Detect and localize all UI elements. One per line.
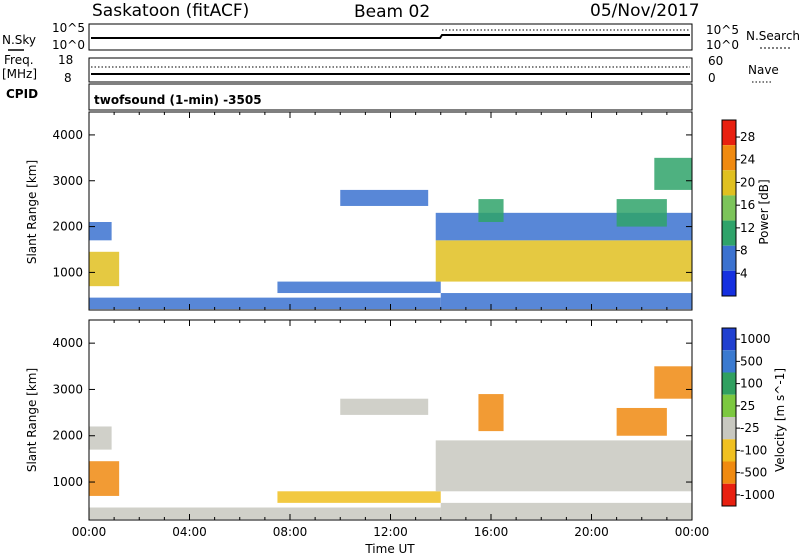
velocity-cbar-swatch bbox=[722, 483, 736, 506]
nave-label: Nave bbox=[748, 63, 779, 77]
power-cbar-swatch bbox=[722, 220, 736, 246]
cpid-label: CPID bbox=[6, 87, 38, 101]
ytick-label: 1000 bbox=[52, 475, 83, 489]
power-region-7 bbox=[478, 199, 504, 222]
cbar-tick-label: -100 bbox=[740, 443, 767, 457]
velocity-region-9 bbox=[440, 502, 692, 520]
cbar-tick-label: 1000 bbox=[740, 332, 771, 346]
cbar-tick-label: 25 bbox=[740, 399, 755, 413]
cbar-tick-label: -1000 bbox=[740, 488, 775, 502]
power-region-9 bbox=[654, 157, 692, 190]
velocity-cbar-swatch bbox=[722, 394, 736, 417]
nsky-trace bbox=[91, 34, 690, 39]
cbar-tick-label: 12 bbox=[740, 221, 755, 235]
velocity-cbar-swatch bbox=[722, 328, 736, 351]
cbar-tick-label: -500 bbox=[740, 466, 767, 480]
velocity-region-7 bbox=[616, 407, 667, 436]
power-cbar-swatch bbox=[722, 195, 736, 221]
ytick-label: 2000 bbox=[52, 220, 83, 234]
ytick-label: 3000 bbox=[52, 174, 83, 188]
date-title: 05/Nov/2017 bbox=[590, 1, 700, 21]
freq-panel bbox=[88, 57, 693, 83]
ytick-label: 4000 bbox=[52, 128, 83, 142]
beam-title: Beam 02 bbox=[354, 2, 430, 22]
nave-tick-top: 60 bbox=[708, 54, 723, 68]
power-cbar-swatch bbox=[722, 245, 736, 271]
nsearch-label: N.Search bbox=[746, 29, 800, 43]
cpid-panel bbox=[88, 83, 693, 111]
cbar-tick-label: 4 bbox=[740, 266, 748, 280]
velocity-region-0 bbox=[89, 461, 120, 496]
xtick-label: 00:00 bbox=[675, 525, 710, 539]
xtick-label: 12:00 bbox=[373, 525, 408, 539]
nsky-panel bbox=[88, 23, 693, 51]
cbar-tick-label: 28 bbox=[740, 130, 755, 144]
cbar-tick-label: -25 bbox=[740, 421, 760, 435]
power-panel: 1000 2000 3000 4000 4 8 12 16 20 24 28 bbox=[52, 111, 755, 311]
power-cbar-swatch bbox=[722, 145, 736, 171]
velocity-panel: 1000 2000 3000 4000 00:00 04:00 08:00 12:00 16:0… bbox=[52, 319, 775, 539]
velocity-region-2 bbox=[89, 507, 441, 520]
velocity-region-6 bbox=[478, 394, 504, 432]
xtick-label: 16:00 bbox=[474, 525, 509, 539]
velocity-cbar-swatch bbox=[722, 372, 736, 395]
power-region-10 bbox=[440, 293, 692, 310]
velocity-cbar-frame bbox=[721, 327, 737, 507]
velocity-ylabel: Slant Range [km] bbox=[25, 368, 39, 472]
velocity-region-4 bbox=[340, 398, 429, 415]
velocity-region-1 bbox=[89, 426, 112, 450]
velocity-region-3 bbox=[277, 491, 441, 503]
cbar-tick-label: 100 bbox=[740, 377, 763, 391]
ytick-label: 2000 bbox=[52, 429, 83, 443]
cbar-tick-label: 20 bbox=[740, 175, 755, 189]
power-region-5 bbox=[435, 240, 692, 282]
power-region-3 bbox=[277, 281, 441, 294]
nsky-tick-bottom-right: 10^0 bbox=[706, 38, 739, 52]
velocity-cbar-swatch bbox=[722, 461, 736, 484]
cbar-tick-label: 8 bbox=[740, 244, 748, 258]
nsky-tick-top: 10^5 bbox=[52, 21, 85, 35]
freq-tick-top: 18 bbox=[58, 53, 73, 67]
xtick-label: 04:00 bbox=[172, 525, 207, 539]
freq-label-1: Freq. bbox=[4, 53, 34, 67]
power-region-0 bbox=[89, 251, 120, 287]
power-cbar-label: Power [dB] bbox=[757, 179, 771, 244]
freq-tick-bottom: 8 bbox=[64, 71, 72, 85]
station-title: Saskatoon (fitACF) bbox=[92, 1, 249, 21]
cbar-tick-label: 24 bbox=[740, 153, 755, 167]
power-cbar-swatch bbox=[722, 270, 736, 296]
power-ylabel: Slant Range [km] bbox=[25, 160, 39, 264]
power-region-1 bbox=[89, 222, 112, 241]
power-region-8 bbox=[616, 199, 667, 227]
freq-label-2: [MHz] bbox=[2, 67, 37, 81]
ytick-label: 3000 bbox=[52, 382, 83, 396]
velocity-cbar-swatch bbox=[722, 417, 736, 440]
xtick-label: 20:00 bbox=[574, 525, 609, 539]
nave-tick-bottom: 0 bbox=[708, 71, 716, 85]
power-region-2 bbox=[89, 297, 441, 310]
velocity-region-5 bbox=[435, 440, 692, 492]
xlabel: Time UT bbox=[364, 542, 415, 554]
cbar-tick-label: 16 bbox=[740, 198, 755, 212]
xtick-label: 00:00 bbox=[72, 525, 107, 539]
nsky-tick-bottom: 10^0 bbox=[52, 38, 85, 52]
power-cbar-frame bbox=[721, 119, 737, 297]
velocity-region-8 bbox=[654, 366, 692, 399]
nsky-tick-top-right: 10^5 bbox=[706, 23, 739, 37]
power-region-4 bbox=[340, 189, 429, 206]
cpid-text: twofsound (1-min) -3505 bbox=[94, 93, 262, 107]
power-cbar-swatch bbox=[722, 170, 736, 196]
power-cbar-swatch bbox=[722, 120, 736, 146]
xtick-label: 08:00 bbox=[273, 525, 308, 539]
velocity-cbar-swatch bbox=[722, 350, 736, 373]
cbar-tick-label: 500 bbox=[740, 354, 763, 368]
ytick-label: 1000 bbox=[52, 265, 83, 279]
nsky-label: N.Sky bbox=[2, 33, 36, 47]
velocity-cbar-label: Velocity [m s^-1] bbox=[773, 368, 787, 472]
ytick-label: 4000 bbox=[52, 336, 83, 350]
velocity-cbar-swatch bbox=[722, 439, 736, 462]
